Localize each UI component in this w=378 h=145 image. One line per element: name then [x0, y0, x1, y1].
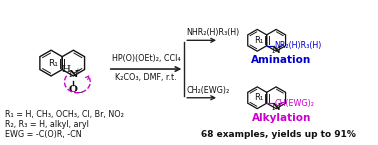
Text: R₂, R₃ = H, alkyl, aryl: R₂, R₃ = H, alkyl, aryl: [5, 120, 88, 129]
Text: N: N: [272, 46, 280, 55]
Text: CH(EWG)₂: CH(EWG)₂: [274, 99, 314, 108]
Text: R₁: R₁: [48, 59, 58, 68]
Text: +: +: [74, 68, 80, 74]
Text: EWG = -C(O)R, -CN: EWG = -C(O)R, -CN: [5, 130, 81, 139]
Text: 68 examples, yields up to 91%: 68 examples, yields up to 91%: [201, 130, 356, 139]
Text: HP(O)(OEt)₂, CCl₄: HP(O)(OEt)₂, CCl₄: [112, 54, 180, 63]
Text: NR₂(H)R₃(H): NR₂(H)R₃(H): [274, 41, 322, 50]
Text: Alkylation: Alkylation: [252, 113, 311, 123]
Text: −: −: [75, 88, 82, 97]
Text: N: N: [69, 70, 78, 79]
Text: NHR₂(H)R₃(H): NHR₂(H)R₃(H): [186, 28, 240, 37]
Text: H: H: [62, 65, 71, 74]
Text: Amination: Amination: [251, 55, 312, 65]
Text: R₁: R₁: [254, 36, 264, 45]
Text: R₁: R₁: [254, 93, 264, 102]
Text: N: N: [272, 103, 280, 112]
Text: O: O: [69, 85, 78, 94]
Text: R₁ = H, CH₃, OCH₃, Cl, Br, NO₂: R₁ = H, CH₃, OCH₃, Cl, Br, NO₂: [5, 110, 124, 119]
Text: CH₂(EWG)₂: CH₂(EWG)₂: [186, 86, 229, 95]
Text: K₂CO₃, DMF, r.t.: K₂CO₃, DMF, r.t.: [115, 73, 177, 82]
